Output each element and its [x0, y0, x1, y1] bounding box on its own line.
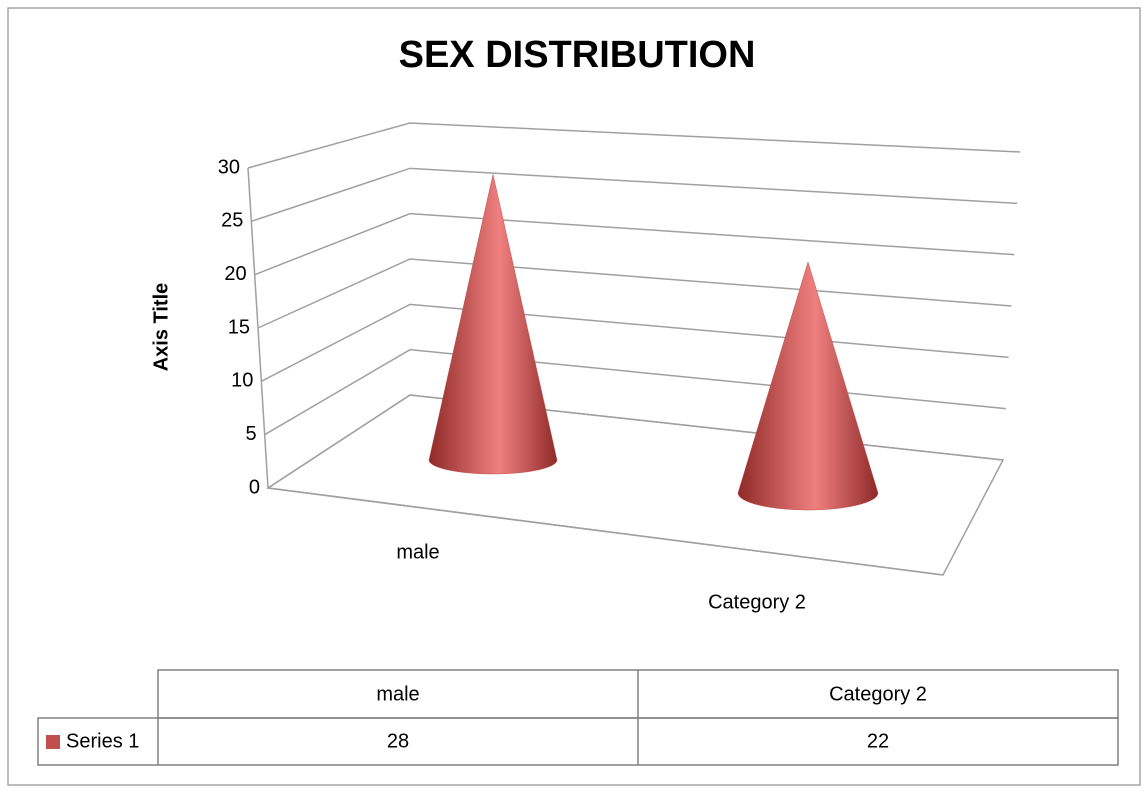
chart-border [7, 7, 1141, 786]
grid-line [251, 167, 1018, 223]
grid-line [254, 212, 1015, 276]
x-tick-label: male [396, 541, 439, 563]
y-tick-label: 5 [246, 423, 257, 445]
y-tick-label: 15 [228, 316, 250, 338]
table-cell: 28 [387, 730, 409, 752]
cone [428, 174, 558, 475]
y-tick-label: 0 [249, 476, 260, 498]
table-header-cell: Category 2 [829, 683, 927, 705]
grid-line [247, 122, 1021, 169]
legend-label: Series 1 [66, 730, 139, 752]
table-row [37, 717, 1119, 766]
legend-swatch [46, 735, 60, 749]
y-tick-label: 25 [221, 210, 243, 232]
cone [737, 261, 879, 511]
y-tick-label: 30 [218, 156, 240, 178]
floor-edge [267, 487, 944, 576]
x-tick-label: Category 2 [708, 591, 806, 613]
table-cell: 22 [867, 730, 889, 752]
y-tick-label: 10 [231, 370, 253, 392]
y-tick-label: 20 [224, 263, 246, 285]
table-header-cell: male [376, 683, 419, 705]
y-axis-title: Axis Title [150, 283, 172, 372]
chart-title: SEX DISTRIBUTION [399, 34, 756, 76]
